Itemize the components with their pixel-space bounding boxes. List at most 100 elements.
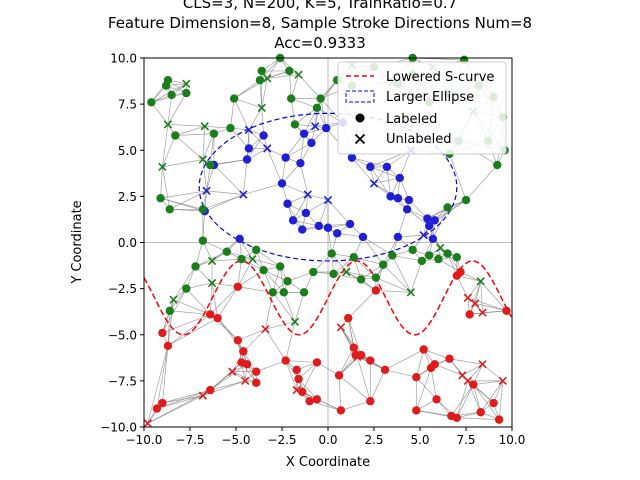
knn-edge [301,362,318,393]
y-tick-label: 5.0 [118,144,137,158]
knn-edge [316,362,340,376]
labeled-point-class-0 [298,225,307,234]
knn-edge [186,282,213,289]
labeled-point-class-2 [469,380,478,389]
knn-edge [373,177,400,184]
knn-edge [175,133,214,136]
labeled-point-class-0 [366,162,375,172]
knn-edge [259,58,281,81]
unlabeled-point-class-1 [169,295,178,304]
labeled-point-class-2 [380,365,390,375]
unlabeled-point-class-1 [158,162,167,172]
labeled-point-class-0 [307,138,316,148]
knn-edge [162,166,171,210]
labeled-point-class-2 [252,367,261,376]
knn-edge [410,260,423,293]
labeled-point-class-0 [277,179,287,188]
labeled-point-class-1 [209,129,219,138]
knn-edge [162,345,169,404]
labeled-point-class-1 [156,194,165,203]
knn-edge [206,164,211,191]
knn-edge [449,358,483,365]
unlabeled-point-class-0 [369,179,379,188]
knn-edge [415,349,425,378]
knn-edge [399,150,412,179]
legend-ellipse-swatch [345,90,375,103]
labeled-point-class-2 [252,378,261,387]
knn-edge [314,98,321,127]
knn-edge [338,375,371,402]
y-tick-label: −7.5 [108,374,137,388]
labeled-point-class-1 [198,205,208,214]
labeled-point-class-2 [158,328,167,338]
reference-shapes [144,112,512,336]
knn-edge [147,345,169,424]
unlabeled-point-class-1 [207,256,217,266]
labeled-point-class-0 [386,192,395,201]
knn-edge [337,232,364,238]
labeled-point-class-1 [356,275,366,284]
knn-edge [272,266,281,293]
labeled-point-class-2 [344,313,353,323]
labeled-point-class-1 [222,247,231,256]
labeled-point-class-0 [296,158,305,168]
unlabeled-point-class-0 [244,125,254,135]
knn-edge [480,380,504,413]
x-tick-label: 0.0 [318,433,337,447]
knn-edge [392,255,412,293]
knn-edge [327,227,333,254]
knn-edge [307,194,329,201]
knn-edge [340,400,371,411]
labeled-point-class-2 [305,396,314,406]
labeled-point-class-2 [336,406,346,415]
unlabeled-point-class-1 [200,122,209,131]
x-tick-label: 10.0 [499,433,526,447]
knn-edge [209,286,239,315]
labeled-point-class-1 [165,306,174,315]
knn-edge [234,98,262,109]
labeled-point-class-2 [419,345,428,354]
labeled-point-class-1 [379,260,388,269]
knn-edge [202,159,207,191]
knn-edge [397,209,408,238]
knn-edge [206,190,244,195]
knn-edge [173,266,196,300]
labeled-point-class-2 [465,310,474,319]
labeled-point-class-0 [428,234,438,244]
labeled-point-class-1 [461,195,471,205]
labeled-point-class-1 [268,288,277,297]
x-tick-label: −5.0 [221,433,250,447]
knn-edge [230,127,250,149]
knn-edge [160,166,163,199]
knn-edge [294,107,318,125]
y-tick-label: 7.5 [118,98,137,112]
knn-edge [256,249,281,267]
knn-edge [167,124,205,127]
knn-edge [300,133,305,164]
knn-edge [213,164,244,195]
labeled-point-class-2 [233,282,243,291]
labeled-point-class-0 [345,219,355,229]
knn-edge [279,266,285,293]
knn-edge [285,321,296,361]
y-axis-label: Y Coordinate [70,200,85,284]
knn-edge [305,199,329,214]
larger-ellipse [198,112,458,262]
unlabeled-point-class-1 [406,288,415,297]
knn-edge [252,258,281,267]
unlabeled-point-class-2 [463,293,473,303]
labeled-point-class-1 [226,123,235,133]
knn-edge [285,360,317,363]
unlabeled-point-class-2 [241,376,250,386]
knn-edge [382,236,399,265]
knn-edge [167,310,171,346]
knn-edge [362,236,384,265]
labeled-point-class-2 [412,372,421,382]
knn-edge [375,290,411,293]
knn-edge [186,288,211,315]
knn-edge [416,376,437,400]
knn-edge [202,194,244,210]
knn-edge [281,162,301,184]
knn-edge [256,360,286,372]
labeled-point-class-1 [279,288,289,297]
